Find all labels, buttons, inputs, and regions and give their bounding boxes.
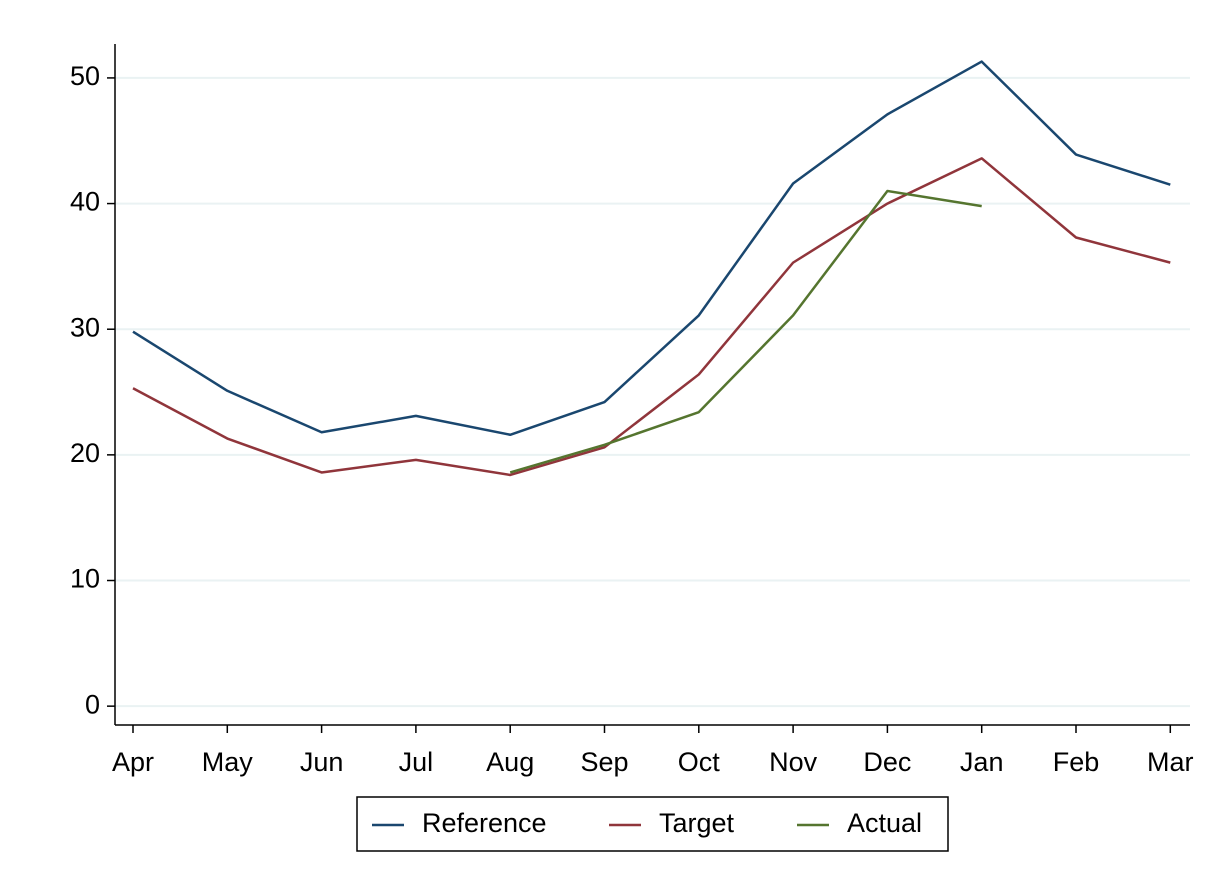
legend-label: Reference (422, 808, 547, 838)
y-tick-label: 40 (70, 187, 100, 217)
series-line (132, 157, 1171, 477)
x-tick-label: Jun (300, 747, 344, 777)
x-tick-label: May (202, 747, 254, 777)
x-tick-label: Jul (399, 747, 434, 777)
x-tick-label: Sep (580, 747, 628, 777)
x-tick-label: Oct (678, 747, 721, 777)
y-tick-label: 20 (70, 438, 100, 468)
x-tick-label: Jan (960, 747, 1004, 777)
x-tick-label: Nov (769, 747, 818, 777)
x-tick-label: Feb (1053, 747, 1100, 777)
y-tick-label: 10 (70, 564, 100, 594)
series-line (132, 60, 1171, 437)
y-tick-label: 50 (70, 61, 100, 91)
y-tick-label: 30 (70, 312, 100, 342)
legend-label: Target (659, 808, 735, 838)
y-tick-label: 0 (85, 689, 100, 719)
x-tick-label: Apr (112, 747, 154, 777)
x-tick-label: Dec (863, 747, 911, 777)
series-line (509, 189, 982, 474)
legend-label: Actual (847, 808, 922, 838)
legend-box (356, 796, 949, 852)
x-tick-label: Aug (486, 747, 534, 777)
x-tick-label: Mar (1147, 747, 1194, 777)
